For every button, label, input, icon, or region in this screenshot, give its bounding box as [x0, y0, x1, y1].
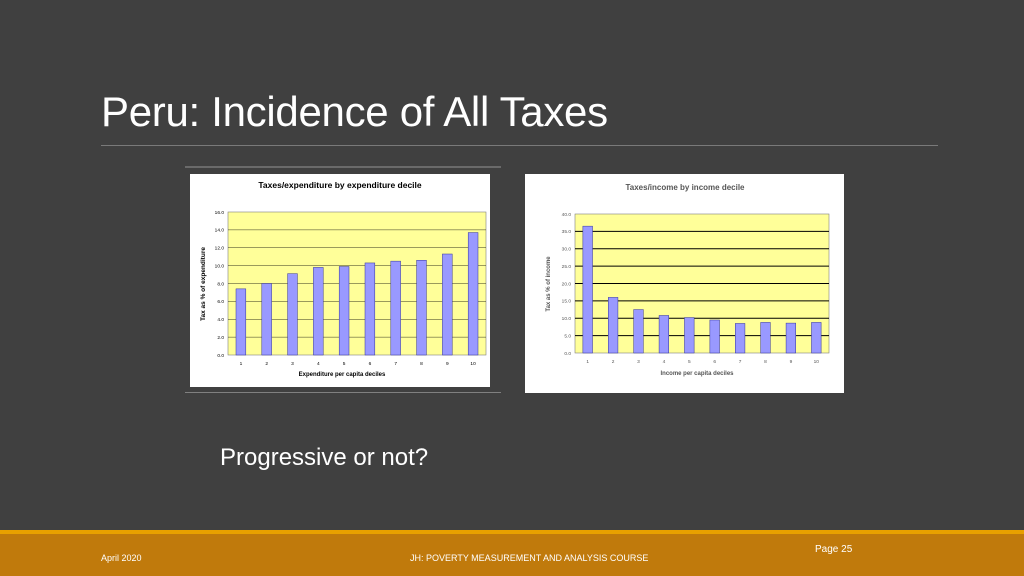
x-tick-label: 9	[790, 359, 793, 365]
footer-course: JH: POVERTY MEASUREMENT AND ANALYSIS COU…	[410, 553, 649, 563]
y-tick-label: 10.0	[215, 263, 225, 269]
bar-decile-9	[785, 322, 796, 354]
bar-decile-5	[338, 266, 350, 356]
x-tick-label: 8	[420, 361, 423, 367]
y-tick-label: 14.0	[215, 228, 225, 234]
x-tick-label: 5	[343, 361, 346, 367]
bar-decile-2	[608, 297, 619, 354]
y-tick-label: 12.0	[215, 246, 225, 252]
bar-decile-9	[442, 253, 453, 356]
bar-decile-3	[287, 273, 298, 356]
income-chart-svg: Taxes/income by income decile Income per…	[546, 183, 830, 377]
footer-accent-line	[0, 530, 1024, 534]
y-tick-label: 0.0	[564, 351, 571, 357]
y-tick-label: 8.0	[217, 281, 224, 287]
x-tick-label: 10	[470, 361, 476, 367]
chart-frame	[185, 166, 501, 394]
bar-decile-7	[735, 323, 746, 354]
y-tick-label: 25.0	[562, 264, 572, 270]
y-tick-label: 16.0	[215, 210, 225, 216]
footer-bar: April 2020 JH: POVERTY MEASUREMENT AND A…	[0, 534, 1024, 576]
x-tick-label: 10	[814, 359, 820, 365]
bar-decile-10	[811, 322, 822, 354]
title-divider	[101, 145, 938, 146]
x-axis-label: Expenditure per capita deciles	[299, 372, 386, 378]
y-tick-label: 10.0	[562, 316, 572, 322]
x-tick-label: 2	[265, 361, 268, 367]
x-tick-label: 8	[764, 359, 767, 365]
bar-decile-7	[390, 260, 401, 356]
bar-decile-2	[261, 283, 272, 356]
expenditure-chart-svg: Taxes/expenditure by expenditure decile …	[200, 180, 487, 378]
expenditure-decile-chart: Taxes/expenditure by expenditure decile …	[190, 174, 490, 387]
income-decile-chart: Taxes/income by income decile Income per…	[525, 174, 844, 393]
y-tick-label: 35.0	[562, 229, 572, 235]
x-axis-label: Income per capita deciles	[660, 371, 734, 377]
bar-decile-1	[235, 288, 247, 356]
x-tick-label: 4	[317, 361, 320, 367]
bar-decile-4	[313, 267, 324, 356]
bar-decile-6	[709, 319, 720, 354]
x-tick-label: 5	[688, 359, 691, 365]
y-tick-label: 15.0	[562, 299, 572, 305]
x-tick-label: 4	[663, 359, 666, 365]
x-tick-label: 1	[240, 361, 243, 367]
bar-decile-6	[364, 262, 376, 356]
y-tick-label: 30.0	[562, 247, 572, 253]
x-tick-label: 2	[612, 359, 615, 365]
bar-decile-1	[582, 225, 593, 354]
x-tick-label: 9	[446, 361, 449, 367]
x-tick-label: 1	[586, 359, 589, 365]
frame-top-line	[185, 166, 501, 168]
frame-bottom-line	[185, 392, 501, 393]
y-axis-label: Tax as % of expenditure	[200, 247, 207, 321]
bar-decile-8	[760, 322, 771, 354]
y-tick-label: 0.0	[217, 353, 224, 359]
y-tick-label: 5.0	[564, 333, 571, 339]
chart-title: Taxes/expenditure by expenditure decile	[258, 180, 422, 190]
y-tick-label: 20.0	[562, 281, 572, 287]
y-tick-label: 2.0	[217, 335, 224, 341]
y-tick-label: 6.0	[217, 299, 224, 305]
bar-decile-4	[658, 315, 669, 354]
bar-decile-5	[684, 317, 695, 354]
x-tick-label: 6	[369, 361, 372, 367]
y-axis-label: Tax as % of income	[546, 256, 552, 312]
y-tick-label: 40.0	[562, 212, 572, 218]
x-tick-label: 6	[713, 359, 716, 365]
x-tick-label: 3	[291, 361, 294, 367]
footer-date: April 2020	[101, 553, 142, 563]
bar-decile-10	[467, 232, 479, 356]
x-tick-label: 7	[739, 359, 742, 365]
question-text: Progressive or not?	[220, 444, 429, 471]
page-number: Page 25	[815, 544, 853, 555]
y-tick-label: 4.0	[217, 317, 224, 323]
x-tick-label: 7	[394, 361, 397, 367]
slide-title: Peru: Incidence of All Taxes	[101, 88, 608, 135]
bar-decile-8	[416, 260, 427, 356]
bar-decile-3	[633, 309, 644, 354]
chart-title: Taxes/income by income decile	[625, 183, 745, 192]
x-tick-label: 3	[637, 359, 640, 365]
